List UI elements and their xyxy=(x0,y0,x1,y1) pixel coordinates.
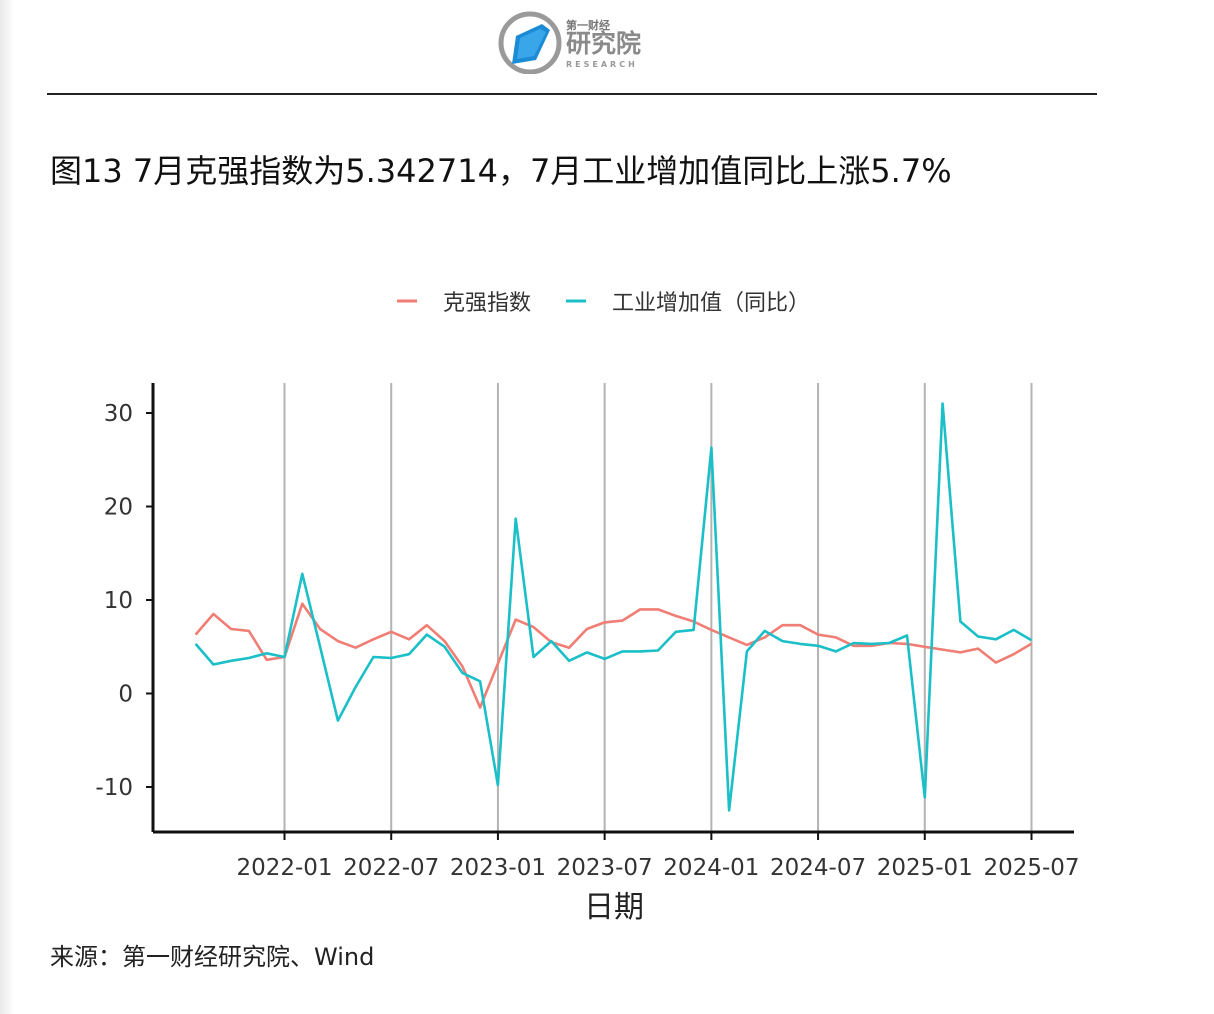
x-tick-label: 2022-07 xyxy=(343,855,439,881)
chart-series xyxy=(194,402,1033,812)
legend-label-industrial-value-yoy: 工业增加值（同比） xyxy=(612,291,810,316)
y-tick-label: 20 xyxy=(104,495,133,521)
logo-ring-icon xyxy=(498,11,562,74)
source-note: 来源：第一财经研究院、Wind xyxy=(50,943,375,971)
series-line-industrial-value-yoy xyxy=(194,402,1033,812)
x-tick-label: 2025-07 xyxy=(983,855,1079,881)
logo-mark xyxy=(498,11,562,74)
logo-main-text: 研究院 xyxy=(566,29,642,58)
figure-title: 图13 7月克强指数为5.342714，7月工业增加值同比上涨5.7% xyxy=(50,152,952,190)
header-divider xyxy=(47,93,1097,95)
logo-sub-text: RESEARCH xyxy=(566,60,638,69)
chart-tick-labels: 30 20 10 0 -10 2022-01 2022-07 2023-01 2023-07 20… xyxy=(95,401,1079,925)
y-tick-label: 10 xyxy=(104,588,133,614)
legend-label-keqiang-index: 克强指数 xyxy=(443,291,531,316)
x-axis-title: 日期 xyxy=(584,890,644,925)
x-tick-label: 2023-01 xyxy=(450,855,546,881)
x-tick-label: 2022-01 xyxy=(236,855,332,881)
y-tick-label: 0 xyxy=(118,682,133,708)
page-edge-shade xyxy=(0,0,14,1014)
x-tick-label: 2024-01 xyxy=(663,855,759,881)
chart-grid xyxy=(283,383,1033,832)
logo-top-text: 第一财经 xyxy=(566,19,610,32)
x-tick-label: 2025-01 xyxy=(877,855,973,881)
chart-axes xyxy=(146,383,1074,840)
chart-legend: 克强指数 工业增加值（同比） xyxy=(397,291,810,316)
y-tick-label: 30 xyxy=(104,401,133,427)
x-tick-label: 2024-07 xyxy=(770,855,866,881)
x-tick-label: 2023-07 xyxy=(557,855,653,881)
y-tick-label: -10 xyxy=(95,775,133,801)
